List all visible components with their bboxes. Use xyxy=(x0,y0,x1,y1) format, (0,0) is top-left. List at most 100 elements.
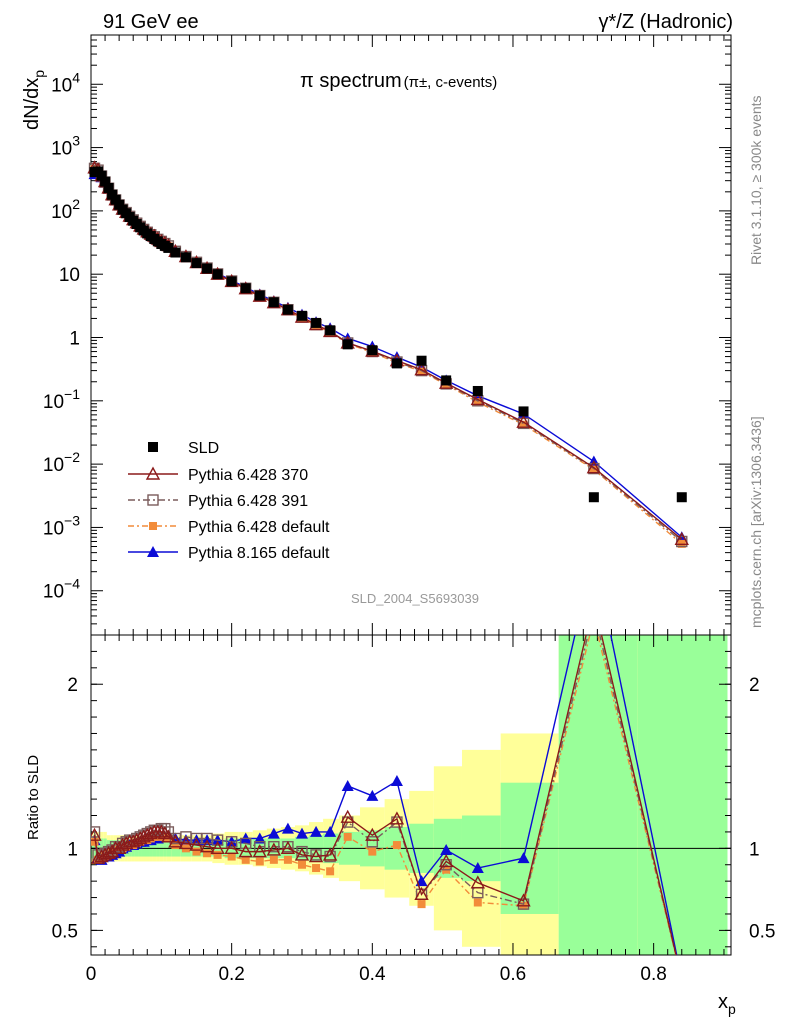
side-text-lower: mcplots.cern.ch [arXiv:1306.3436] xyxy=(748,416,764,628)
legend-marker xyxy=(148,442,158,452)
header-right-label: γ*/Z (Hadronic) xyxy=(599,11,733,33)
y-tick-label: 10−1 xyxy=(43,386,80,413)
ratio-series xyxy=(91,547,688,985)
y-tick-base: 1 xyxy=(69,329,80,350)
x-axis-label-sub: p xyxy=(728,1001,736,1017)
data-point xyxy=(516,414,531,428)
data-point xyxy=(240,283,251,294)
ratio-point xyxy=(192,847,201,856)
legend-marker xyxy=(147,546,159,557)
ratio-point xyxy=(269,855,278,864)
data-point xyxy=(473,398,482,407)
ratio-point xyxy=(267,827,280,839)
ratio-point xyxy=(227,852,236,861)
ratio-point xyxy=(255,857,264,866)
ratio-point xyxy=(340,809,355,823)
ratio-point xyxy=(296,845,308,858)
x-tick-label: 0.4 xyxy=(359,964,386,985)
data-point xyxy=(163,242,174,253)
ratio-point xyxy=(171,841,180,850)
ratio-point xyxy=(297,860,306,869)
ratio-point xyxy=(324,825,337,837)
data-point xyxy=(268,297,279,308)
y-tick-label: 102 xyxy=(51,196,80,223)
plot-title-sub: (π±, c-events) xyxy=(404,74,498,91)
ratio-point xyxy=(189,837,204,851)
series-line-4 xyxy=(94,172,683,538)
ratio-tick-label: 0.5 xyxy=(52,921,78,942)
y-tick-exponent: 3 xyxy=(72,133,80,149)
ratio-tick-label-right: 0.5 xyxy=(749,921,775,942)
ratio-point xyxy=(168,834,183,848)
data-point xyxy=(110,194,121,205)
ratio-point xyxy=(308,849,324,863)
ratio-point xyxy=(268,840,280,853)
y-tick-base: 10 xyxy=(43,518,64,539)
ratio-point xyxy=(283,855,292,864)
data-point xyxy=(311,317,322,328)
y-tick-base: 10 xyxy=(43,392,64,413)
ratio-point xyxy=(310,825,323,837)
y-tick-label: 104 xyxy=(51,69,80,96)
series-line-2 xyxy=(94,167,683,543)
ratio-y-axis-label: Ratio to SLD xyxy=(25,755,42,840)
legend-label: Pythia 8.165 default xyxy=(188,545,330,562)
data-point xyxy=(296,310,307,321)
ratio-tick-label-right: 1 xyxy=(749,839,760,860)
ratio-point xyxy=(241,855,250,864)
plot-title-main: π spectrum xyxy=(300,70,402,92)
y-axis-label: dN/dxp xyxy=(21,70,47,130)
data-point xyxy=(103,182,114,193)
ratio-point xyxy=(470,875,485,889)
ratio-point xyxy=(676,974,688,985)
data-point xyxy=(441,375,452,386)
ratio-point xyxy=(341,779,354,791)
ratio-point xyxy=(588,547,600,558)
main-plot-frame xyxy=(90,34,732,636)
data-point xyxy=(676,492,687,503)
ratio-point xyxy=(266,842,282,856)
y-tick-base: 10 xyxy=(51,202,72,223)
ratio-tick-label: 2 xyxy=(67,675,78,696)
y-tick-label: 10 xyxy=(59,265,80,286)
ratio-point xyxy=(240,837,252,850)
data-point xyxy=(589,465,598,474)
data-point xyxy=(517,417,530,430)
y-tick-exponent: 2 xyxy=(72,196,80,212)
ratio-point xyxy=(91,827,102,841)
data-point xyxy=(254,290,265,301)
ratio-point xyxy=(517,852,530,864)
data-point xyxy=(470,392,485,406)
ratio-point xyxy=(438,853,454,868)
x-tick-label: 0.2 xyxy=(218,964,244,985)
ratio-point xyxy=(199,839,215,853)
ratio-point xyxy=(392,841,401,850)
legend-marker xyxy=(147,494,159,506)
legend-marker xyxy=(145,466,161,480)
data-point xyxy=(519,420,528,429)
ratio-point xyxy=(368,847,377,856)
data-point xyxy=(170,247,181,258)
y-tick-exponent: −4 xyxy=(64,576,80,592)
series-line-3 xyxy=(94,168,683,545)
data-point xyxy=(282,304,293,315)
y-tick-label: 10−3 xyxy=(43,512,80,539)
ratio-point xyxy=(366,789,379,801)
x-tick-label: 0 xyxy=(86,964,97,985)
y-tick-base: 10 xyxy=(43,582,64,603)
x-tick-label: 0.8 xyxy=(640,964,666,985)
ratio-axes: 0 0.2 0.4 0.6 0.8 0.5 0.5 1 1 2 2 xyxy=(52,635,775,985)
ratio-uncertainty-bands xyxy=(91,635,728,955)
data-point xyxy=(325,325,336,336)
y-tick-base: 10 xyxy=(51,75,72,96)
ratio-point xyxy=(213,850,222,859)
ratio-point xyxy=(414,886,429,900)
analysis-id: SLD_2004_S5693039 xyxy=(351,591,479,606)
ratio-point xyxy=(390,775,403,787)
data-point xyxy=(202,263,213,274)
y-tick-label: 1 xyxy=(69,329,80,350)
ratio-point xyxy=(203,849,212,858)
y-tick-base: 10 xyxy=(59,265,80,286)
